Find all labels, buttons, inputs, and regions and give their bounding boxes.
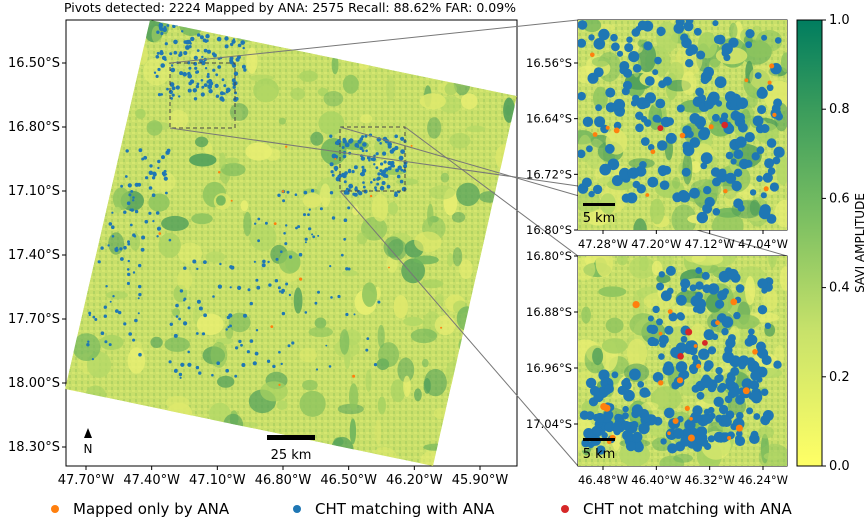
zoom-box-bottom (339, 126, 406, 192)
connector-line (339, 190, 579, 467)
y-tick-label: 16.80°S (526, 249, 572, 263)
connector-line (404, 126, 579, 257)
main-scale-bar (267, 435, 315, 440)
x-tick-label: 46.20°W (386, 473, 443, 488)
y-tick-label: 16.80°S (8, 120, 60, 135)
y-tick-label: 18.00°S (8, 376, 60, 391)
y-tick-label: 16.80°S (526, 223, 572, 237)
x-tick-label: 46.80°W (255, 473, 312, 488)
legend-marker-cht-not-matching (561, 505, 569, 513)
y-tick-label: 18.30°S (8, 440, 60, 455)
colorbar-tick-label: 0.2 (829, 370, 850, 385)
connector-line (339, 126, 788, 257)
y-tick-label: 17.10°S (8, 184, 60, 199)
colorbar (796, 19, 823, 467)
main-map-axes: 16.50°S 16.80°S 17.10°S 17.40°S 17.70°S 18.00… (8, 56, 508, 488)
x-tick-label: 47.10°W (189, 473, 246, 488)
legend-label-cht-not-matching: CHT not matching with ANA (583, 500, 792, 517)
x-tick-label: 45.90°W (452, 473, 509, 488)
colorbar-tick-label: 0.4 (829, 281, 850, 296)
legend-marker-mapped-only-ana (51, 505, 59, 513)
x-tick-label: 46.32°W (685, 473, 735, 487)
north-arrow-icon (84, 428, 92, 438)
inset-bottom-pivot-points (579, 265, 782, 455)
colorbar-tick-label: 0.0 (829, 459, 850, 474)
x-tick-label: 46.24°W (738, 473, 788, 487)
inset-bottom-raster (578, 256, 787, 466)
inset-top-axes: 16.56°S 16.64°S 16.72°S 16.80°S 47.28°W 47.20… (526, 56, 788, 251)
x-tick-label: 46.48°W (578, 473, 628, 487)
connector-line (169, 19, 579, 64)
y-tick-label: 17.40°S (8, 248, 60, 263)
x-tick-label: 47.70°W (58, 473, 115, 488)
figure-title: Pivots detected: 2224 Mapped by ANA: 257… (64, 0, 516, 15)
inset-bottom-axes: 16.80°S 16.88°S 16.96°S 17.04°S 46.48°W 46.40… (526, 249, 788, 487)
inset-top-raster (578, 20, 787, 230)
x-tick-label: 47.04°W (738, 237, 788, 251)
colorbar-tick-label: 0.8 (829, 102, 850, 117)
x-tick-label: 47.28°W (578, 237, 628, 251)
inset-bottom-scale-bar (583, 438, 615, 441)
y-tick-label: 16.96°S (526, 361, 572, 375)
x-tick-label: 47.20°W (631, 237, 681, 251)
inset-bottom-scale-label: 5 km (583, 447, 616, 462)
y-tick-label: 16.64°S (526, 112, 572, 126)
x-tick-label: 46.40°W (631, 473, 681, 487)
colorbar-ticks: 0.0 0.2 0.4 0.6 0.8 1.0 (822, 13, 850, 474)
legend: Mapped only by ANA CHT matching with ANA… (51, 500, 792, 518)
main-scale-label: 25 km (271, 448, 312, 463)
colorbar-tick-label: 0.6 (829, 191, 850, 206)
x-tick-label: 46.50°W (320, 473, 377, 488)
legend-label-mapped-only-ana: Mapped only by ANA (73, 500, 230, 517)
y-tick-label: 16.88°S (526, 305, 572, 319)
y-tick-label: 17.70°S (8, 312, 60, 327)
legend-label-cht-matching: CHT matching with ANA (315, 500, 495, 517)
map-pivot-points (81, 20, 443, 386)
y-tick-label: 16.72°S (526, 167, 572, 181)
colorbar-label: SAVI AMPLITUDE (853, 193, 867, 293)
zoom-box-top (169, 62, 236, 129)
y-tick-label: 16.56°S (526, 56, 572, 70)
inset-top-scale-label: 5 km (583, 211, 616, 226)
legend-marker-cht-matching (293, 505, 301, 513)
x-tick-label: 47.12°W (685, 237, 735, 251)
colorbar-tick-label: 1.0 (829, 13, 850, 28)
north-label: N (84, 442, 93, 456)
y-tick-label: 16.50°S (8, 56, 60, 71)
y-tick-label: 17.04°S (526, 417, 572, 431)
inset-top-scale-bar (583, 203, 615, 206)
x-tick-label: 47.40°W (123, 473, 180, 488)
inset-top-pivot-points (578, 20, 785, 224)
